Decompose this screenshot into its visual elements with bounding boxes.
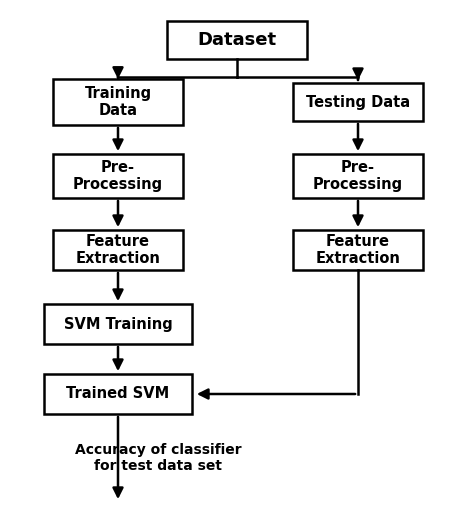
Text: Trained SVM: Trained SVM <box>66 386 170 402</box>
Text: Testing Data: Testing Data <box>306 94 410 110</box>
Bar <box>53 154 183 198</box>
Bar <box>53 79 183 125</box>
Bar <box>293 154 423 198</box>
Text: Feature
Extraction: Feature Extraction <box>75 234 160 266</box>
Bar <box>44 304 192 344</box>
Text: Training
Data: Training Data <box>84 86 152 118</box>
Text: SVM Training: SVM Training <box>64 316 173 331</box>
Text: Dataset: Dataset <box>198 31 276 49</box>
Text: Pre-
Processing: Pre- Processing <box>313 160 403 192</box>
Text: Pre-
Processing: Pre- Processing <box>73 160 163 192</box>
Text: Accuracy of classifier
for test data set: Accuracy of classifier for test data set <box>75 443 241 473</box>
Bar <box>44 374 192 414</box>
Bar <box>293 230 423 270</box>
Bar <box>167 21 307 59</box>
Bar <box>53 230 183 270</box>
Text: Feature
Extraction: Feature Extraction <box>316 234 401 266</box>
Bar <box>293 83 423 121</box>
